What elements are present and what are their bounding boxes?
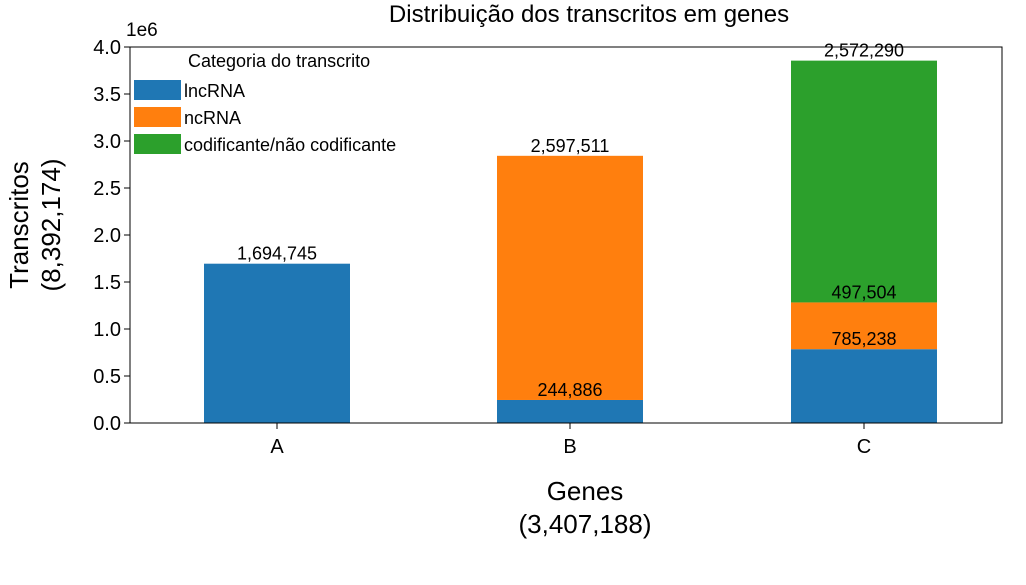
x-axis-label-line1: Genes [547,476,624,506]
bar-c-series-0 [791,349,937,423]
legend-swatch-1 [134,107,181,127]
x-axis-label-line2: (3,407,188) [519,509,652,539]
data-label-b-series-0: 244,886 [537,380,602,400]
x-tick-label: B [563,436,576,458]
legend-swatch-2 [134,134,181,154]
y-axis-label-line2: (8,392,174) [36,159,66,292]
bar-c-series-2 [791,60,937,303]
x-tick-label: C [857,436,871,458]
y-tick-label: 3.5 [93,84,121,106]
data-label-c-series-1: 497,504 [831,282,896,302]
data-label-b-series-1: 2,597,511 [531,136,610,156]
y-tick-label: 3.0 [93,131,121,153]
y-tick-label: 2.0 [93,225,121,247]
data-label-c-series-2: 2,572,290 [824,41,904,61]
y-tick-label: 0.5 [93,366,121,388]
legend: Categoria do transcrito lncRNA ncRNA codif… [134,51,396,155]
bar-labels-group: 1,694,745 244,886 2,597,511 785,238 497,504 2… [237,41,904,400]
data-label-a-series-0: 1,694,745 [237,244,317,264]
bar-c-series-1 [791,302,937,350]
y-axis-ticks: 0.0 0.5 1.0 1.5 2.0 2.5 3.0 3.5 4.0 [93,37,130,435]
x-tick-label: A [270,436,284,458]
y-tick-label: 1.0 [93,319,121,341]
y-tick-label: 2.5 [93,178,121,200]
legend-label-1: ncRNA [184,108,241,128]
y-axis-label-line1: Transcritos [4,161,34,289]
legend-swatch-0 [134,80,181,100]
y-axis-label: Transcritos (8,392,174) [4,159,66,292]
y-axis-offset-label: 1e6 [126,20,158,41]
legend-title: Categoria do transcrito [188,51,370,71]
bar-b-series-0 [497,399,643,423]
chart-title: Distribuição dos transcritos em genes [389,1,789,28]
y-tick-label: 0.0 [93,413,121,435]
bar-a-series-0 [204,263,350,423]
bar-b-series-1 [497,155,643,400]
x-axis-ticks: A B C [270,423,871,458]
data-label-c-series-0: 785,238 [831,329,896,349]
bars-group [204,60,937,423]
x-axis-label: Genes (3,407,188) [519,476,652,539]
y-tick-label: 1.5 [93,272,121,294]
legend-label-2: codificante/não codificante [184,135,396,155]
y-tick-label: 4.0 [93,37,121,59]
legend-label-0: lncRNA [184,81,245,101]
